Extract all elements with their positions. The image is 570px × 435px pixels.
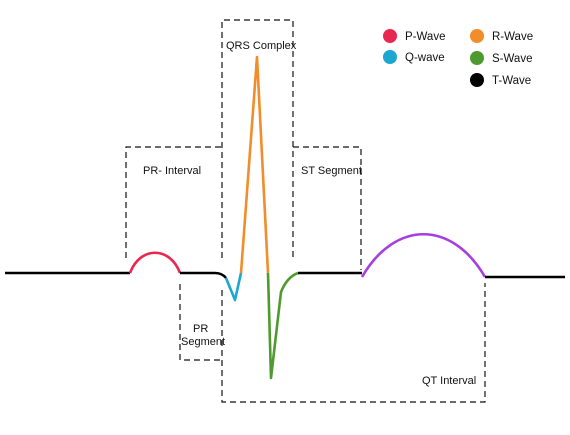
s-wave-dot-icon (470, 51, 484, 65)
legend: P-Wave Q-wave R-Wave S-Wave T-Wave (383, 29, 533, 87)
r-wave-dot-icon (470, 29, 484, 43)
legend-label-q-wave: Q-wave (405, 52, 445, 64)
q-wave-dot-icon (383, 50, 397, 64)
s-wave-trace (266, 271, 299, 380)
legend-label-p-wave: P-Wave (405, 31, 445, 43)
t-wave-trace (360, 232, 487, 278)
pr-interval-label: PR- Interval (143, 165, 201, 177)
pr-segment-label-line2: Segment (181, 336, 225, 348)
qt-interval-label: QT Interval (422, 375, 476, 387)
pr-segment-box (179, 284, 222, 361)
pr-segment-baseline (180, 271, 228, 279)
legend-item-p-wave: P-Wave (383, 29, 445, 43)
pr-segment-label-line1: PR (193, 323, 208, 335)
r-wave-trace (239, 55, 270, 274)
q-wave-trace (224, 272, 243, 302)
legend-label-s-wave: S-Wave (492, 53, 532, 65)
st-segment-box (293, 146, 362, 270)
legend-item-q-wave: Q-wave (383, 50, 445, 64)
legend-item-t-wave: T-Wave (470, 73, 531, 87)
legend-item-r-wave: R-Wave (470, 29, 533, 43)
qrs-complex-label: QRS Complex (226, 40, 297, 52)
p-wave-trace (128, 251, 182, 274)
p-wave-dot-icon (383, 29, 397, 43)
qt-interval-box (221, 283, 486, 403)
pr-interval-box (125, 146, 222, 258)
legend-label-r-wave: R-Wave (492, 31, 533, 43)
legend-label-t-wave: T-Wave (492, 75, 531, 87)
qrs-complex-box (221, 19, 294, 258)
t-wave-dot-icon (470, 73, 484, 87)
legend-item-s-wave: S-Wave (470, 51, 532, 65)
st-segment-label: ST Segment (301, 165, 362, 177)
